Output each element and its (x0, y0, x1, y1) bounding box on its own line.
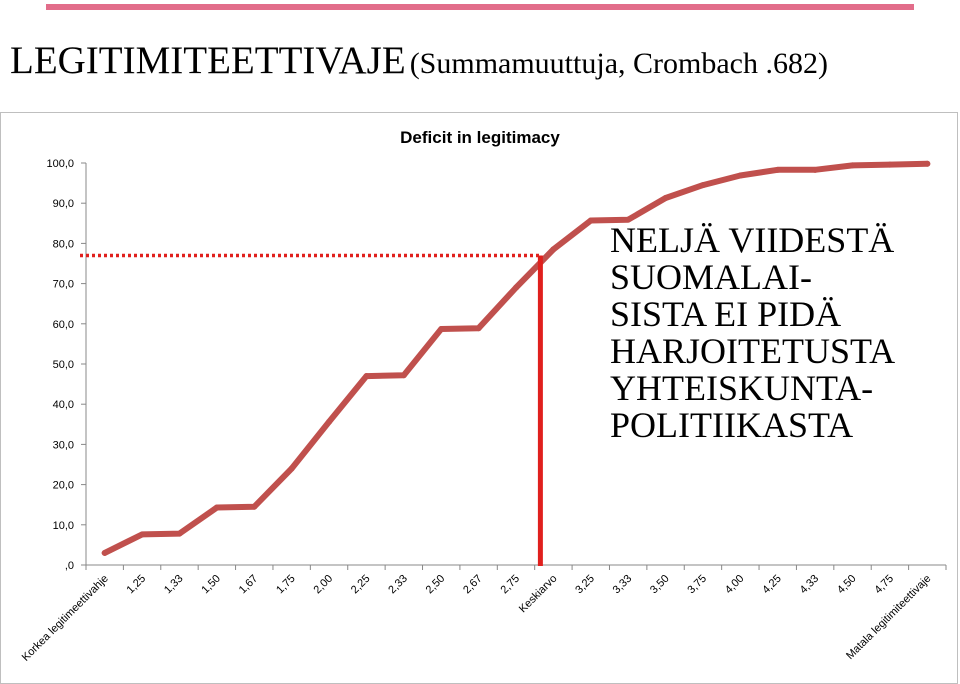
annotation-line: SUOMALAI- (610, 257, 812, 297)
data-point (475, 325, 482, 332)
x-tick-label: 2,67 (461, 573, 485, 597)
x-tick-label: 3,25 (573, 573, 597, 597)
data-point (886, 161, 893, 168)
x-tick-label: 1,67 (237, 573, 261, 597)
annotation-text: NELJÄ VIIDESTÄ SUOMALAI- SISTA EI PIDÄ HARJ… (610, 222, 895, 444)
data-point (176, 530, 183, 537)
data-point (400, 372, 407, 379)
y-tick-label: 10,0 (53, 520, 74, 532)
x-tick-label: Korkea legitimeettivahje (20, 573, 111, 664)
y-tick-label: 40,0 (53, 399, 74, 411)
slide-title-sub: (Summamuuttuja, Crombach .682) (409, 47, 828, 80)
y-tick-label: 80,0 (53, 238, 74, 250)
y-tick-label: ,0 (65, 560, 74, 572)
data-point (924, 160, 931, 167)
x-tick-label: 4,00 (723, 573, 747, 597)
data-point (251, 503, 258, 510)
x-tick-label: 4,33 (798, 573, 822, 597)
annotation-line: YHTEISKUNTA- (610, 368, 874, 408)
y-tick-label: 60,0 (53, 319, 74, 331)
x-tick-label: 3,75 (685, 573, 709, 597)
x-tick-label: 1,75 (274, 573, 298, 597)
x-axis: Korkea legitimeettivahje 1,25 1,33 1,50 1,67… (20, 564, 947, 664)
data-point (849, 162, 856, 169)
x-tick-label: 2,33 (386, 573, 410, 597)
y-tick-label: 100,0 (46, 158, 74, 170)
data-point (326, 418, 333, 425)
data-point (662, 194, 669, 201)
data-point (101, 549, 108, 556)
y-axis: ,0 10,0 20,0 30,0 40,0 50,0 60,0 70,0 80,0 90,0 10… (46, 158, 87, 572)
data-point (513, 284, 519, 291)
annotation-line: HARJOITETUSTA (610, 331, 896, 371)
data-point (363, 373, 370, 380)
x-tick-label: 4,50 (835, 573, 859, 597)
reference-lines (80, 253, 543, 566)
x-tick-label: 2,25 (349, 573, 373, 597)
x-tick-label: 1,33 (162, 573, 186, 597)
data-point (699, 182, 706, 189)
x-tick-label: 4,25 (760, 573, 784, 597)
data-point (139, 531, 146, 538)
data-point (737, 172, 744, 179)
y-tick-label: 90,0 (53, 198, 74, 210)
x-tick-label: 1,25 (125, 573, 149, 597)
data-point (812, 166, 819, 173)
x-tick-label: 1,50 (199, 573, 223, 597)
data-point (213, 504, 220, 511)
y-tick-label: 20,0 (53, 480, 74, 492)
data-point (438, 326, 445, 333)
data-point (550, 246, 557, 253)
top-accent-rule (46, 4, 914, 10)
x-tick-label: 4,75 (872, 573, 896, 597)
x-tick-label: 3,33 (611, 573, 635, 597)
y-tick-label: 70,0 (53, 279, 74, 291)
data-point (587, 217, 594, 224)
chart-title: Deficit in legitimacy (400, 128, 560, 147)
annotation-line: POLITIIKASTA (610, 405, 854, 445)
data-point (288, 465, 295, 472)
x-tick-label: 3,50 (648, 573, 672, 597)
series-group (101, 160, 931, 556)
data-point (774, 166, 781, 173)
x-tick-label: Keskiarvo (517, 573, 560, 616)
annotation-line: SISTA EI PIDÄ (610, 294, 842, 334)
annotation-line: NELJÄ VIIDESTÄ (610, 220, 895, 260)
slide-title: LEGITIMITEETTIVAJE (Summamuuttuja, Cromb… (10, 38, 828, 83)
y-tick-label: 50,0 (53, 359, 74, 371)
y-tick-label: 30,0 (53, 439, 74, 451)
x-tick-label: 2,00 (312, 573, 336, 597)
data-point (625, 216, 632, 223)
slide-title-main: LEGITIMITEETTIVAJE (10, 39, 406, 82)
x-tick-label: 2,50 (424, 573, 448, 597)
x-tick-label: 2,75 (498, 573, 522, 597)
